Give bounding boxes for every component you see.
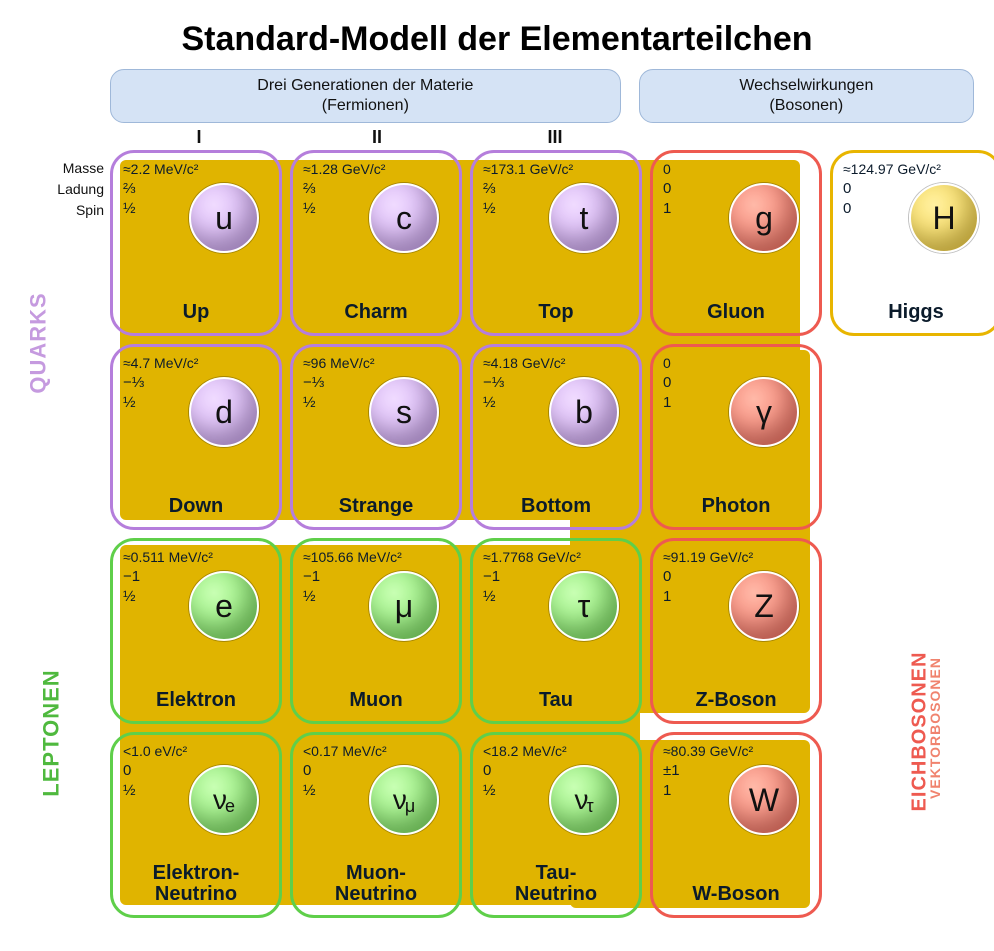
cell-higgs: ≈124.97 GeV/c² 0 0 H Higgs xyxy=(830,150,994,336)
header-fermions: Drei Generationen der Materie (Fermionen… xyxy=(110,69,621,123)
down-name: Down xyxy=(113,496,279,517)
muon-name: Muon xyxy=(293,690,459,711)
tau-ball: τ xyxy=(549,571,619,641)
higgs-ball: H xyxy=(909,183,979,253)
down-ball: d xyxy=(189,377,259,447)
bottom-mass: ≈4.18 GeV/c² xyxy=(483,355,629,371)
property-labels: Masse Ladung Spin xyxy=(20,150,104,221)
tau-mass: ≈1.7768 GeV/c² xyxy=(483,549,629,565)
cell-bottom: ≈4.18 GeV/c² −⅓ ½ b Bottom xyxy=(470,344,642,530)
photon-name: Photon xyxy=(653,496,819,517)
muon-ball: μ xyxy=(369,571,439,641)
mnu-ball: νμ xyxy=(369,765,439,835)
mnu-mass: <0.17 MeV/c² xyxy=(303,743,449,759)
tau-name: Tau xyxy=(473,690,639,711)
gluon-name: Gluon xyxy=(653,302,819,323)
cell-electron: ≈0.511 MeV/c² −1 ½ e Elektron xyxy=(110,538,282,724)
cell-muon: ≈105.66 MeV/c² −1 ½ μ Muon xyxy=(290,538,462,724)
charm-name: Charm xyxy=(293,302,459,323)
higgs-mass: ≈124.97 GeV/c² xyxy=(843,161,989,177)
cell-up: ≈2.2 MeV/c² ⅔ ½ u Up xyxy=(110,150,282,336)
strange-mass: ≈96 MeV/c² xyxy=(303,355,449,371)
strange-ball: s xyxy=(369,377,439,447)
header-bosons-line1: Wechselwirkungen xyxy=(650,76,963,96)
charm-mass: ≈1.28 GeV/c² xyxy=(303,161,449,177)
tnu-mass: <18.2 MeV/c² xyxy=(483,743,629,759)
cell-top: ≈173.1 GeV/c² ⅔ ½ t Top xyxy=(470,150,642,336)
cell-wboson: ≈80.39 GeV/c² ±1 1 W W-Boson xyxy=(650,732,822,918)
charm-ball: c xyxy=(369,183,439,253)
cell-mnu: <0.17 MeV/c² 0 ½ νμ Muon- Neutrino xyxy=(290,732,462,918)
top-ball: t xyxy=(549,183,619,253)
label-quarks: QUARKS xyxy=(26,292,52,393)
tnu-name: Tau- Neutrino xyxy=(473,863,639,905)
cell-tnu: <18.2 MeV/c² 0 ½ ντ Tau- Neutrino xyxy=(470,732,642,918)
top-name: Top xyxy=(473,302,639,323)
label-leptons: LEPTONEN xyxy=(39,669,65,796)
up-mass: ≈2.2 MeV/c² xyxy=(123,161,269,177)
up-name: Up xyxy=(113,302,279,323)
enu-mass: <1.0 eV/c² xyxy=(123,743,269,759)
zboson-ball: Z xyxy=(729,571,799,641)
cell-strange: ≈96 MeV/c² −⅓ ½ s Strange xyxy=(290,344,462,530)
gen-1: I xyxy=(110,127,288,148)
photon-mass: 0 xyxy=(663,355,809,371)
header-bosons: Wechselwirkungen (Bosonen) xyxy=(639,69,974,123)
up-ball: u xyxy=(189,183,259,253)
particle-grid: ≈2.2 MeV/c² ⅔ ½ u Up ≈1.28 GeV/c² ⅔ ½ c … xyxy=(110,150,974,918)
header-row: Drei Generationen der Materie (Fermionen… xyxy=(110,69,974,123)
electron-ball: e xyxy=(189,571,259,641)
down-mass: ≈4.7 MeV/c² xyxy=(123,355,269,371)
zboson-name: Z-Boson xyxy=(653,690,819,711)
gen-3: III xyxy=(466,127,644,148)
cell-enu: <1.0 eV/c² 0 ½ νe Elektron- Neutrino xyxy=(110,732,282,918)
tnu-ball: ντ xyxy=(549,765,619,835)
generation-row: I II III xyxy=(110,127,974,148)
gen-2: II xyxy=(288,127,466,148)
gluon-mass: 0 xyxy=(663,161,809,177)
empty-r3c5 xyxy=(830,538,994,724)
strange-name: Strange xyxy=(293,496,459,517)
enu-name: Elektron- Neutrino xyxy=(113,863,279,905)
cell-charm: ≈1.28 GeV/c² ⅔ ½ c Charm xyxy=(290,150,462,336)
enu-ball: νe xyxy=(189,765,259,835)
photon-ball: γ xyxy=(729,377,799,447)
empty-r4c5 xyxy=(830,732,994,918)
bottom-ball: b xyxy=(549,377,619,447)
wboson-name: W-Boson xyxy=(653,884,819,905)
label-spin: Spin xyxy=(20,200,104,221)
empty-r2c5 xyxy=(830,344,994,530)
mnu-name: Muon- Neutrino xyxy=(293,863,459,905)
wboson-ball: W xyxy=(729,765,799,835)
higgs-name: Higgs xyxy=(833,302,994,323)
label-mass: Masse xyxy=(20,158,104,179)
wboson-mass: ≈80.39 GeV/c² xyxy=(663,743,809,759)
zboson-mass: ≈91.19 GeV/c² xyxy=(663,549,809,565)
cell-tau: ≈1.7768 GeV/c² −1 ½ τ Tau xyxy=(470,538,642,724)
header-fermions-line2: (Fermionen) xyxy=(121,96,610,116)
page-title: Standard-Modell der Elementarteilchen xyxy=(20,20,974,59)
bottom-name: Bottom xyxy=(473,496,639,517)
cell-photon: 0 0 1 γ Photon xyxy=(650,344,822,530)
header-fermions-line1: Drei Generationen der Materie xyxy=(121,76,610,96)
cell-down: ≈4.7 MeV/c² −⅓ ½ d Down xyxy=(110,344,282,530)
top-mass: ≈173.1 GeV/c² xyxy=(483,161,629,177)
electron-name: Elektron xyxy=(113,690,279,711)
electron-mass: ≈0.511 MeV/c² xyxy=(123,549,269,565)
cell-gluon: 0 0 1 g Gluon xyxy=(650,150,822,336)
label-charge: Ladung xyxy=(20,179,104,200)
cell-zboson: ≈91.19 GeV/c² 0 1 Z Z-Boson xyxy=(650,538,822,724)
header-bosons-line2: (Bosonen) xyxy=(650,96,963,116)
muon-mass: ≈105.66 MeV/c² xyxy=(303,549,449,565)
gluon-ball: g xyxy=(729,183,799,253)
